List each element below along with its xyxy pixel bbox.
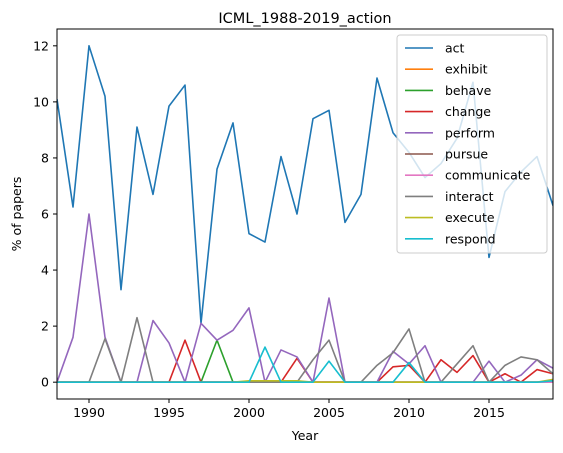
x-tick-label: 2015 — [473, 405, 505, 420]
series-line-respond — [57, 346, 553, 383]
y-tick-label: 2 — [41, 319, 49, 334]
y-axis-ticks: 0 2 4 6 8 10 12 — [33, 38, 57, 390]
y-axis-label: % of papers — [9, 177, 24, 252]
plot-lines — [57, 45, 553, 383]
legend-label-execute: execute — [445, 210, 495, 225]
legend-label-respond: respond — [445, 231, 496, 246]
y-tick-label: 0 — [41, 375, 49, 390]
x-tick-label: 1995 — [153, 405, 185, 420]
legend: act exhibit behave change perform pursue commu… — [396, 34, 548, 254]
x-tick-label: 2010 — [393, 405, 425, 420]
legend-label-communicate: communicate — [445, 168, 531, 183]
x-tick-label: 2000 — [233, 405, 265, 420]
x-axis-ticks: 1990 1995 2000 2005 2010 2015 — [73, 399, 505, 420]
y-tick-label: 6 — [41, 207, 49, 222]
plot-frame — [56, 28, 554, 400]
y-tick-label: 4 — [41, 263, 49, 278]
legend-label-interact: interact — [445, 189, 494, 204]
series-line-interact — [57, 316, 553, 383]
legend-label-act: act — [445, 41, 465, 56]
y-tick-label: 12 — [33, 38, 49, 53]
chart-title: ICML_1988-2019_action — [218, 11, 391, 27]
legend-label-exhibit: exhibit — [445, 62, 488, 77]
legend-label-behave: behave — [445, 83, 492, 98]
legend-label-perform: perform — [445, 125, 495, 140]
x-tick-label: 1990 — [73, 405, 105, 420]
x-tick-label: 2005 — [313, 405, 345, 420]
legend-label-pursue: pursue — [445, 147, 488, 162]
x-axis-label: Year — [291, 428, 319, 443]
legend-label-change: change — [445, 104, 491, 119]
y-tick-label: 10 — [33, 94, 49, 109]
legend-box — [396, 34, 548, 254]
y-tick-label: 8 — [41, 150, 49, 165]
